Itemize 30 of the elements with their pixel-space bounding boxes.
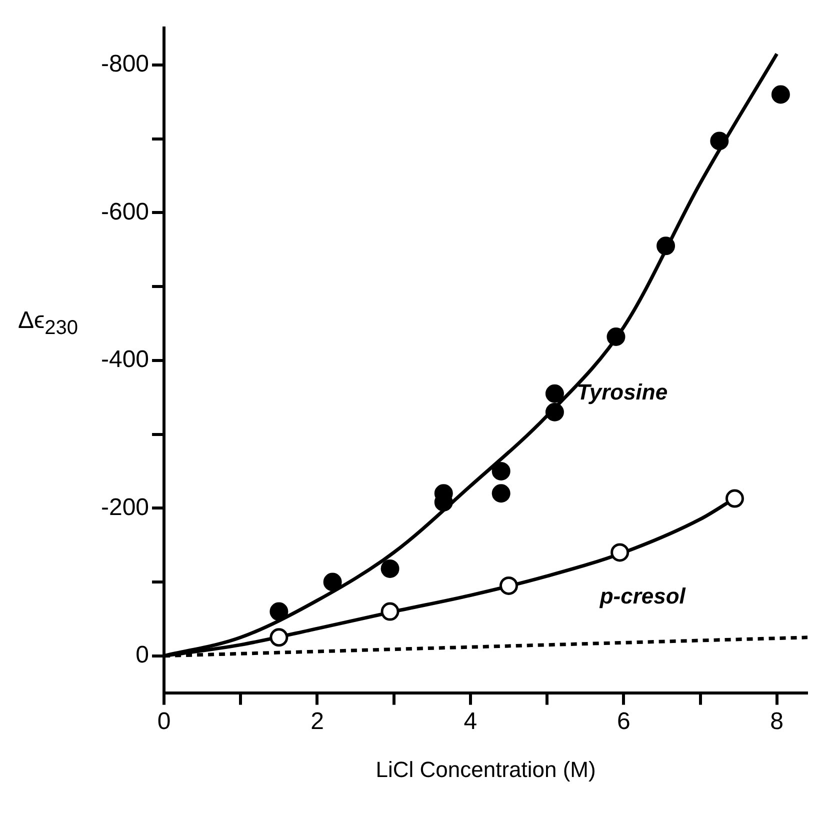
point [380,559,400,578]
point [771,85,790,104]
y-axis-title: Δϵ$_{230}$ [16,306,79,340]
point [323,572,342,592]
x-tick-label: 4 [464,708,478,735]
y-tick-label: -400 [100,346,150,374]
y-tick-label: 0 [136,641,150,668]
annotation: Tyrosine [576,380,668,405]
x-tick-label: 2 [310,708,324,735]
y-tick-label: -600 [100,198,150,226]
y-tick-label: -200 [100,494,150,521]
point [545,384,564,403]
x-tick-label: 6 [616,708,630,735]
point [710,132,729,150]
point [380,602,400,621]
point [270,628,288,647]
x-tick-label: 8 [770,708,784,735]
y-tick-label: -800 [100,50,150,78]
point [606,328,626,346]
point [270,602,288,621]
point [725,489,744,508]
point [492,462,510,480]
point [500,576,518,595]
annotation: p-cresol [598,584,686,609]
point [610,543,630,562]
x-axis-title: LiCl Concentration (M) [376,756,596,782]
point [656,236,676,256]
point [492,484,510,503]
x-tick-label: 0 [157,708,171,735]
point [545,402,564,422]
